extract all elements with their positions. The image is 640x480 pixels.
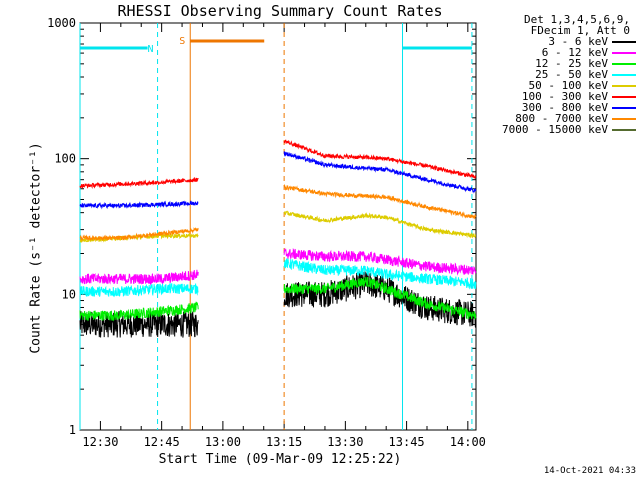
series-line	[283, 183, 477, 220]
legend-item: 25 - 50 keV	[478, 69, 636, 80]
legend-item: 50 - 100 keV	[478, 80, 636, 91]
legend-item: 12 - 25 keV	[478, 58, 636, 69]
legend-swatch	[612, 128, 636, 131]
legend-item-label: 50 - 100 keV	[528, 79, 608, 92]
night-marker-label: N	[148, 44, 154, 55]
legend-item-label: 100 - 300 keV	[521, 90, 608, 103]
series-line	[283, 247, 477, 276]
legend-item: 6 - 12 keV	[478, 47, 636, 58]
y-tick-label: 1	[69, 423, 76, 437]
series-line	[283, 139, 477, 180]
legend-swatch	[612, 84, 636, 87]
series-line	[79, 176, 199, 190]
series-line	[283, 210, 476, 239]
legend-item: 100 - 300 keV	[478, 91, 636, 102]
legend-swatch	[612, 40, 636, 43]
series-line	[283, 258, 477, 290]
legend-item-label: 800 - 7000 keV	[515, 112, 608, 125]
chart-title: RHESSI Observing Summary Count Rates	[117, 2, 443, 20]
legend-item-label: 7000 - 15000 keV	[502, 123, 608, 136]
x-tick-label: 13:00	[205, 435, 241, 449]
series-line	[79, 200, 199, 210]
series-line	[79, 227, 199, 242]
saa-marker-label: S	[179, 36, 185, 47]
series-line	[79, 311, 199, 338]
y-axis-label: Count Rate (s⁻¹ detector⁻¹)	[28, 142, 44, 354]
y-tick-label: 100	[54, 152, 76, 166]
y-tick-label: 10	[62, 287, 76, 301]
series-line	[283, 151, 477, 194]
legend-item-label: 3 - 6 keV	[548, 35, 608, 48]
series-line	[283, 276, 477, 320]
series-line	[79, 282, 199, 298]
generated-timestamp: 14-Oct-2021 04:33	[543, 466, 636, 476]
series-line	[79, 301, 199, 322]
legend-swatch	[612, 51, 636, 54]
x-axis-label: Start Time (09-Mar-09 12:25:22)	[158, 452, 402, 467]
x-tick-label: 13:45	[389, 435, 425, 449]
legend-item-label: 25 - 50 keV	[535, 68, 608, 81]
legend-swatch	[612, 62, 636, 65]
legend-item: 300 - 800 keV	[478, 102, 636, 113]
legend-item: 800 - 7000 keV	[478, 113, 636, 124]
y-tick-label: 1000	[47, 16, 76, 30]
legend-swatch	[612, 117, 636, 120]
legend: Det 1,3,4,5,6,9, FDecim 1, Att 0 3 - 6 k…	[478, 14, 636, 135]
legend-swatch	[612, 106, 636, 109]
legend-item-label: 6 - 12 keV	[541, 46, 608, 59]
x-tick-label: 12:45	[144, 435, 180, 449]
x-tick-label: 13:15	[266, 435, 302, 449]
series-line	[79, 269, 199, 286]
legend-item-label: 300 - 800 keV	[521, 101, 608, 114]
legend-swatch	[612, 95, 636, 98]
legend-header-line: Det 1,3,4,5,6,9,	[524, 13, 630, 26]
x-tick-label: 13:30	[327, 435, 363, 449]
x-tick-label: 14:00	[450, 435, 486, 449]
legend-item-label: 12 - 25 keV	[535, 57, 608, 70]
legend-item: 7000 - 15000 keV	[478, 124, 636, 135]
legend-swatch	[612, 73, 636, 76]
legend-header-line: FDecim 1, Att 0	[530, 24, 630, 37]
legend-item: 3 - 6 keV	[478, 36, 636, 47]
x-tick-label: 12:30	[82, 435, 118, 449]
